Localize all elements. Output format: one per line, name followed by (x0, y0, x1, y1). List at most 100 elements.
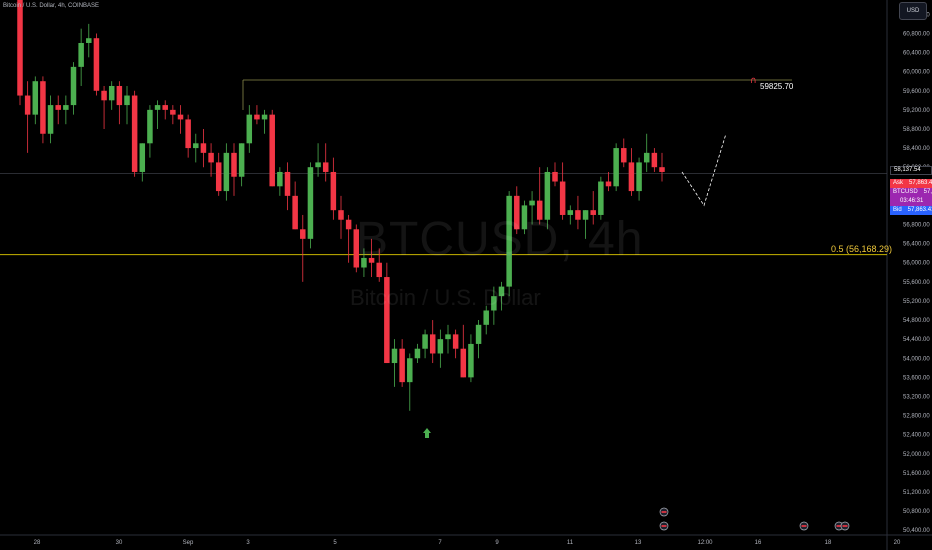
candle-body (567, 210, 574, 215)
watermark-ticker: BTCUSD, 4h (356, 213, 644, 266)
candle-body (170, 109, 176, 115)
price-axis[interactable]: 61,200.0060,800.0060,400.0060,000.0059,6… (903, 12, 930, 534)
x-tick-label: 16 (755, 540, 762, 546)
bid-value: 57,863.41 (907, 207, 932, 213)
candle-body (598, 181, 604, 215)
ask-tag: Ask 57,863.42 (890, 179, 932, 188)
y-tick-label: 59,200.00 (903, 108, 930, 114)
candle-body (613, 148, 619, 187)
candle-body (246, 114, 253, 144)
candle-body (208, 152, 214, 163)
candle-body (147, 109, 153, 144)
symbol-value: 57,863.41 (923, 189, 932, 195)
candle-body (491, 296, 497, 311)
y-tick-label: 50,800.00 (903, 509, 930, 515)
bid-label: Bid (893, 207, 902, 213)
x-tick-label: 28 (34, 540, 41, 546)
candle-body (414, 348, 421, 359)
y-tick-label: 60,400.00 (903, 51, 930, 57)
candle-body (628, 162, 635, 192)
candle-body (86, 38, 92, 43)
candle-body (552, 171, 558, 182)
watermark-name: Bitcoin / U.S. Dollar (350, 285, 541, 310)
candle-body (361, 257, 367, 268)
candle-body (514, 195, 520, 230)
event-flag-icon (842, 525, 848, 527)
candle-body (452, 334, 459, 349)
y-tick-label: 58,800.00 (903, 127, 930, 133)
y-tick-label: 58,400.00 (903, 146, 930, 152)
candle-body (422, 334, 428, 349)
y-tick-label: 56,800.00 (903, 223, 930, 229)
candle-body (193, 143, 199, 149)
candle-body (460, 348, 467, 378)
candle-body (269, 114, 275, 187)
candle-body (17, 0, 23, 96)
x-tick-label: 30 (116, 540, 123, 546)
y-tick-label: 52,400.00 (903, 433, 930, 439)
candle-body (215, 162, 222, 192)
candle-body (498, 286, 505, 297)
alert-label: 59825.70 (760, 82, 794, 91)
candle-body (475, 324, 482, 344)
candle-body (429, 334, 436, 354)
candle-body (185, 119, 191, 149)
y-tick-label: 60,800.00 (903, 31, 930, 37)
symbol-title[interactable]: Bitcoin / U.S. Dollar, 4h, COINBASE (3, 3, 100, 9)
candle-body (338, 210, 344, 220)
event-flag-icon (661, 525, 667, 527)
x-tick-label: 3 (246, 540, 250, 546)
y-tick-label: 54,800.00 (903, 318, 930, 324)
candle-body (651, 152, 658, 168)
candle-body (277, 171, 283, 187)
x-tick-label: 20 (894, 540, 901, 546)
symbol-tag: BTCUSD 57,863.41 (890, 188, 932, 197)
candle-body (63, 105, 69, 110)
price-tag-top: 58,137.54 (890, 166, 932, 175)
y-tick-label: 54,000.00 (903, 356, 930, 362)
y-tick-label: 52,000.00 (903, 452, 930, 458)
candle-body (55, 105, 61, 110)
ask-label: Ask (893, 180, 904, 186)
currency-button[interactable]: USD (899, 2, 927, 20)
candle-body (529, 200, 535, 206)
candle-body (40, 81, 46, 134)
candle-body (300, 229, 306, 239)
candle-body (468, 343, 474, 378)
y-tick-label: 50,400.00 (903, 528, 930, 534)
x-tick-label: 9 (495, 540, 499, 546)
candle-body (536, 200, 543, 220)
candle-body (261, 114, 268, 120)
candle-body (544, 171, 551, 220)
candle-body (78, 42, 84, 67)
candle-body (70, 66, 77, 106)
y-tick-label: 53,200.00 (903, 394, 930, 400)
countdown-value: 03:46:31 (900, 198, 924, 204)
candle-body (177, 114, 184, 120)
y-tick-label: 60,000.00 (903, 70, 930, 76)
candle-body (330, 171, 337, 211)
candle-body (101, 90, 107, 101)
candle-body (154, 105, 161, 110)
candle-body (200, 143, 207, 153)
candle-body (636, 162, 642, 192)
buy-arrow-icon (423, 428, 431, 438)
candle-body (399, 348, 405, 383)
x-tick-label: 7 (438, 540, 442, 546)
candle-body (139, 143, 146, 172)
y-tick-label: 53,600.00 (903, 375, 930, 381)
candles-layer (17, 0, 665, 411)
x-tick-label: Sep (183, 540, 194, 546)
candle-body (376, 262, 382, 278)
magnet-icon: ∩ (750, 76, 757, 86)
candle-body (445, 334, 451, 340)
time-axis[interactable]: 28 30 Sep 3 5 7 9 11 13 12:00 16 18 20 (34, 540, 901, 546)
candle-body (437, 339, 444, 354)
candle-body (559, 181, 566, 215)
candle-body (47, 105, 54, 134)
x-tick-label: 5 (333, 540, 337, 546)
x-tick-label: 11 (567, 540, 574, 546)
candle-body (391, 348, 398, 364)
candle-body (582, 210, 589, 220)
x-tick-label: 13 (635, 540, 642, 546)
